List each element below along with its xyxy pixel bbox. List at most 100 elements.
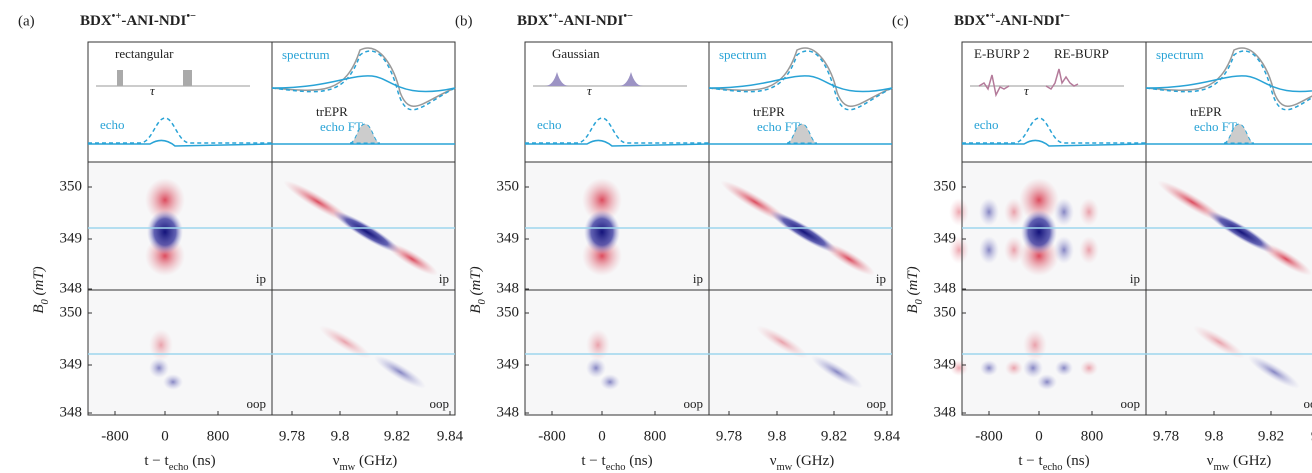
x-axis-title-part: echo <box>606 462 626 473</box>
y-axis-title-part: B <box>468 305 484 314</box>
tau-label: τ <box>1024 83 1030 98</box>
y-axis-title-part: B <box>905 305 921 314</box>
x-axis-title: νmw (GHz) <box>333 453 398 472</box>
x-tick-label: 800 <box>207 428 230 444</box>
x-tick-label: 9.84 <box>437 428 464 444</box>
panel-title-part: -ANI-NDI <box>121 13 186 29</box>
trepr-label: trEPR <box>753 104 785 119</box>
panel-title-part: •+ <box>986 11 996 22</box>
y-axis-title-part: B <box>31 305 47 314</box>
panel-title-part: •− <box>1060 11 1070 22</box>
panel-title-part: -ANI-NDI <box>995 13 1060 29</box>
y-tick-label: 350 <box>60 178 83 194</box>
x-axis-title-part: t − t <box>144 453 169 469</box>
echo-label: echo <box>974 117 999 132</box>
y-tick-label: 350 <box>60 304 83 320</box>
heat-blob <box>756 325 808 359</box>
tau-label: τ <box>587 83 593 98</box>
pulse-label: E-BURP 2 <box>974 46 1030 61</box>
pulse <box>1045 68 1079 91</box>
heat-blob <box>949 198 969 226</box>
y-tick-label: 349 <box>497 356 520 372</box>
oop-label: oop <box>430 396 450 411</box>
y-axis-title-part: 0 <box>914 299 925 305</box>
heat-blob <box>1055 360 1073 376</box>
heat-blob <box>979 198 999 226</box>
heat-blob <box>149 358 169 378</box>
x-tick-label: -800 <box>538 428 566 444</box>
y-axis-title: B0 (mT) <box>905 266 924 313</box>
heat-blob <box>769 210 839 254</box>
echo-dashed <box>962 117 1146 144</box>
echo-ft-label: echo FT <box>757 119 800 134</box>
x-axis-title: νmw (GHz) <box>1207 453 1272 472</box>
x-tick-label: 800 <box>644 428 667 444</box>
echo-ft-fill <box>1223 123 1255 144</box>
x-tick-label: 9.84 <box>1311 428 1312 444</box>
y-tick-label: 348 <box>497 404 520 420</box>
y-tick-label: 348 <box>60 280 83 296</box>
panel-title: BDX•+-ANI-NDI•− <box>954 11 1070 30</box>
y-tick-label: 348 <box>934 280 957 296</box>
panel-title-part: •− <box>186 11 196 22</box>
ip-label: ip <box>439 271 449 286</box>
y-tick-label: 348 <box>497 280 520 296</box>
pulse <box>978 74 1010 98</box>
oop-label: oop <box>867 396 887 411</box>
heat-blob <box>1054 236 1074 264</box>
echo-ft-fill <box>786 123 818 144</box>
trepr-curve <box>1145 47 1312 107</box>
trepr-label: trEPR <box>316 104 348 119</box>
panel-title-part: •− <box>623 11 633 22</box>
x-axis-title: t − techo (ns) <box>581 453 652 472</box>
heat-blob <box>332 210 402 254</box>
heat-blob <box>1054 198 1074 226</box>
heat-blob <box>1248 355 1300 389</box>
heat-blob <box>374 355 426 389</box>
pulse-label: RE-BURP <box>1054 46 1109 61</box>
heat-blob <box>1079 198 1099 226</box>
x-tick-label: 9.82 <box>1258 428 1284 444</box>
x-tick-label: 9.78 <box>716 428 742 444</box>
heat-blob <box>1004 198 1024 226</box>
heat-blob <box>980 360 998 376</box>
x-axis-title-part: (GHz) <box>355 453 397 469</box>
pulse-label: Gaussian <box>552 46 600 61</box>
heat-blob <box>1193 325 1245 359</box>
heat-blob <box>1021 210 1057 254</box>
x-axis-title-part: t − t <box>581 453 606 469</box>
x-axis-title: t − techo (ns) <box>1018 453 1089 472</box>
echo-ft-fill <box>349 123 381 144</box>
heat-blob <box>1080 360 1098 376</box>
heat-blob <box>147 210 183 254</box>
heat-blob <box>1004 236 1024 264</box>
x-tick-label: 9.8 <box>331 428 350 444</box>
echo-ft-label: echo FT <box>320 119 363 134</box>
y-axis-title-part: 0 <box>40 299 51 305</box>
x-axis-title-part: mw <box>339 462 355 473</box>
panel-title-part: -ANI-NDI <box>558 13 623 29</box>
x-tick-label: 9.84 <box>874 428 901 444</box>
panel-title: BDX•+-ANI-NDI•− <box>80 11 196 30</box>
pulse <box>183 70 192 86</box>
heat-blob <box>319 325 371 359</box>
x-tick-label: -800 <box>101 428 129 444</box>
x-tick-label: 9.8 <box>1205 428 1224 444</box>
x-tick-label: 9.82 <box>384 428 410 444</box>
x-axis-title-part: mw <box>1213 462 1229 473</box>
trepr-label: trEPR <box>1190 104 1222 119</box>
heat-blob <box>979 236 999 264</box>
heat-blob <box>584 210 620 254</box>
x-axis-title-part: ν <box>770 453 777 469</box>
heat-blob <box>145 178 185 222</box>
y-tick-label: 348 <box>934 404 957 420</box>
y-tick-label: 349 <box>934 356 957 372</box>
heat-blob <box>1005 360 1023 376</box>
x-tick-label: 0 <box>598 428 606 444</box>
x-axis-title-part: (ns) <box>626 453 653 469</box>
x-axis-title-part: echo <box>1043 462 1063 473</box>
y-tick-label: 350 <box>497 304 520 320</box>
y-axis-title-part: 0 <box>477 299 488 305</box>
spectrum-curve <box>1145 75 1312 93</box>
